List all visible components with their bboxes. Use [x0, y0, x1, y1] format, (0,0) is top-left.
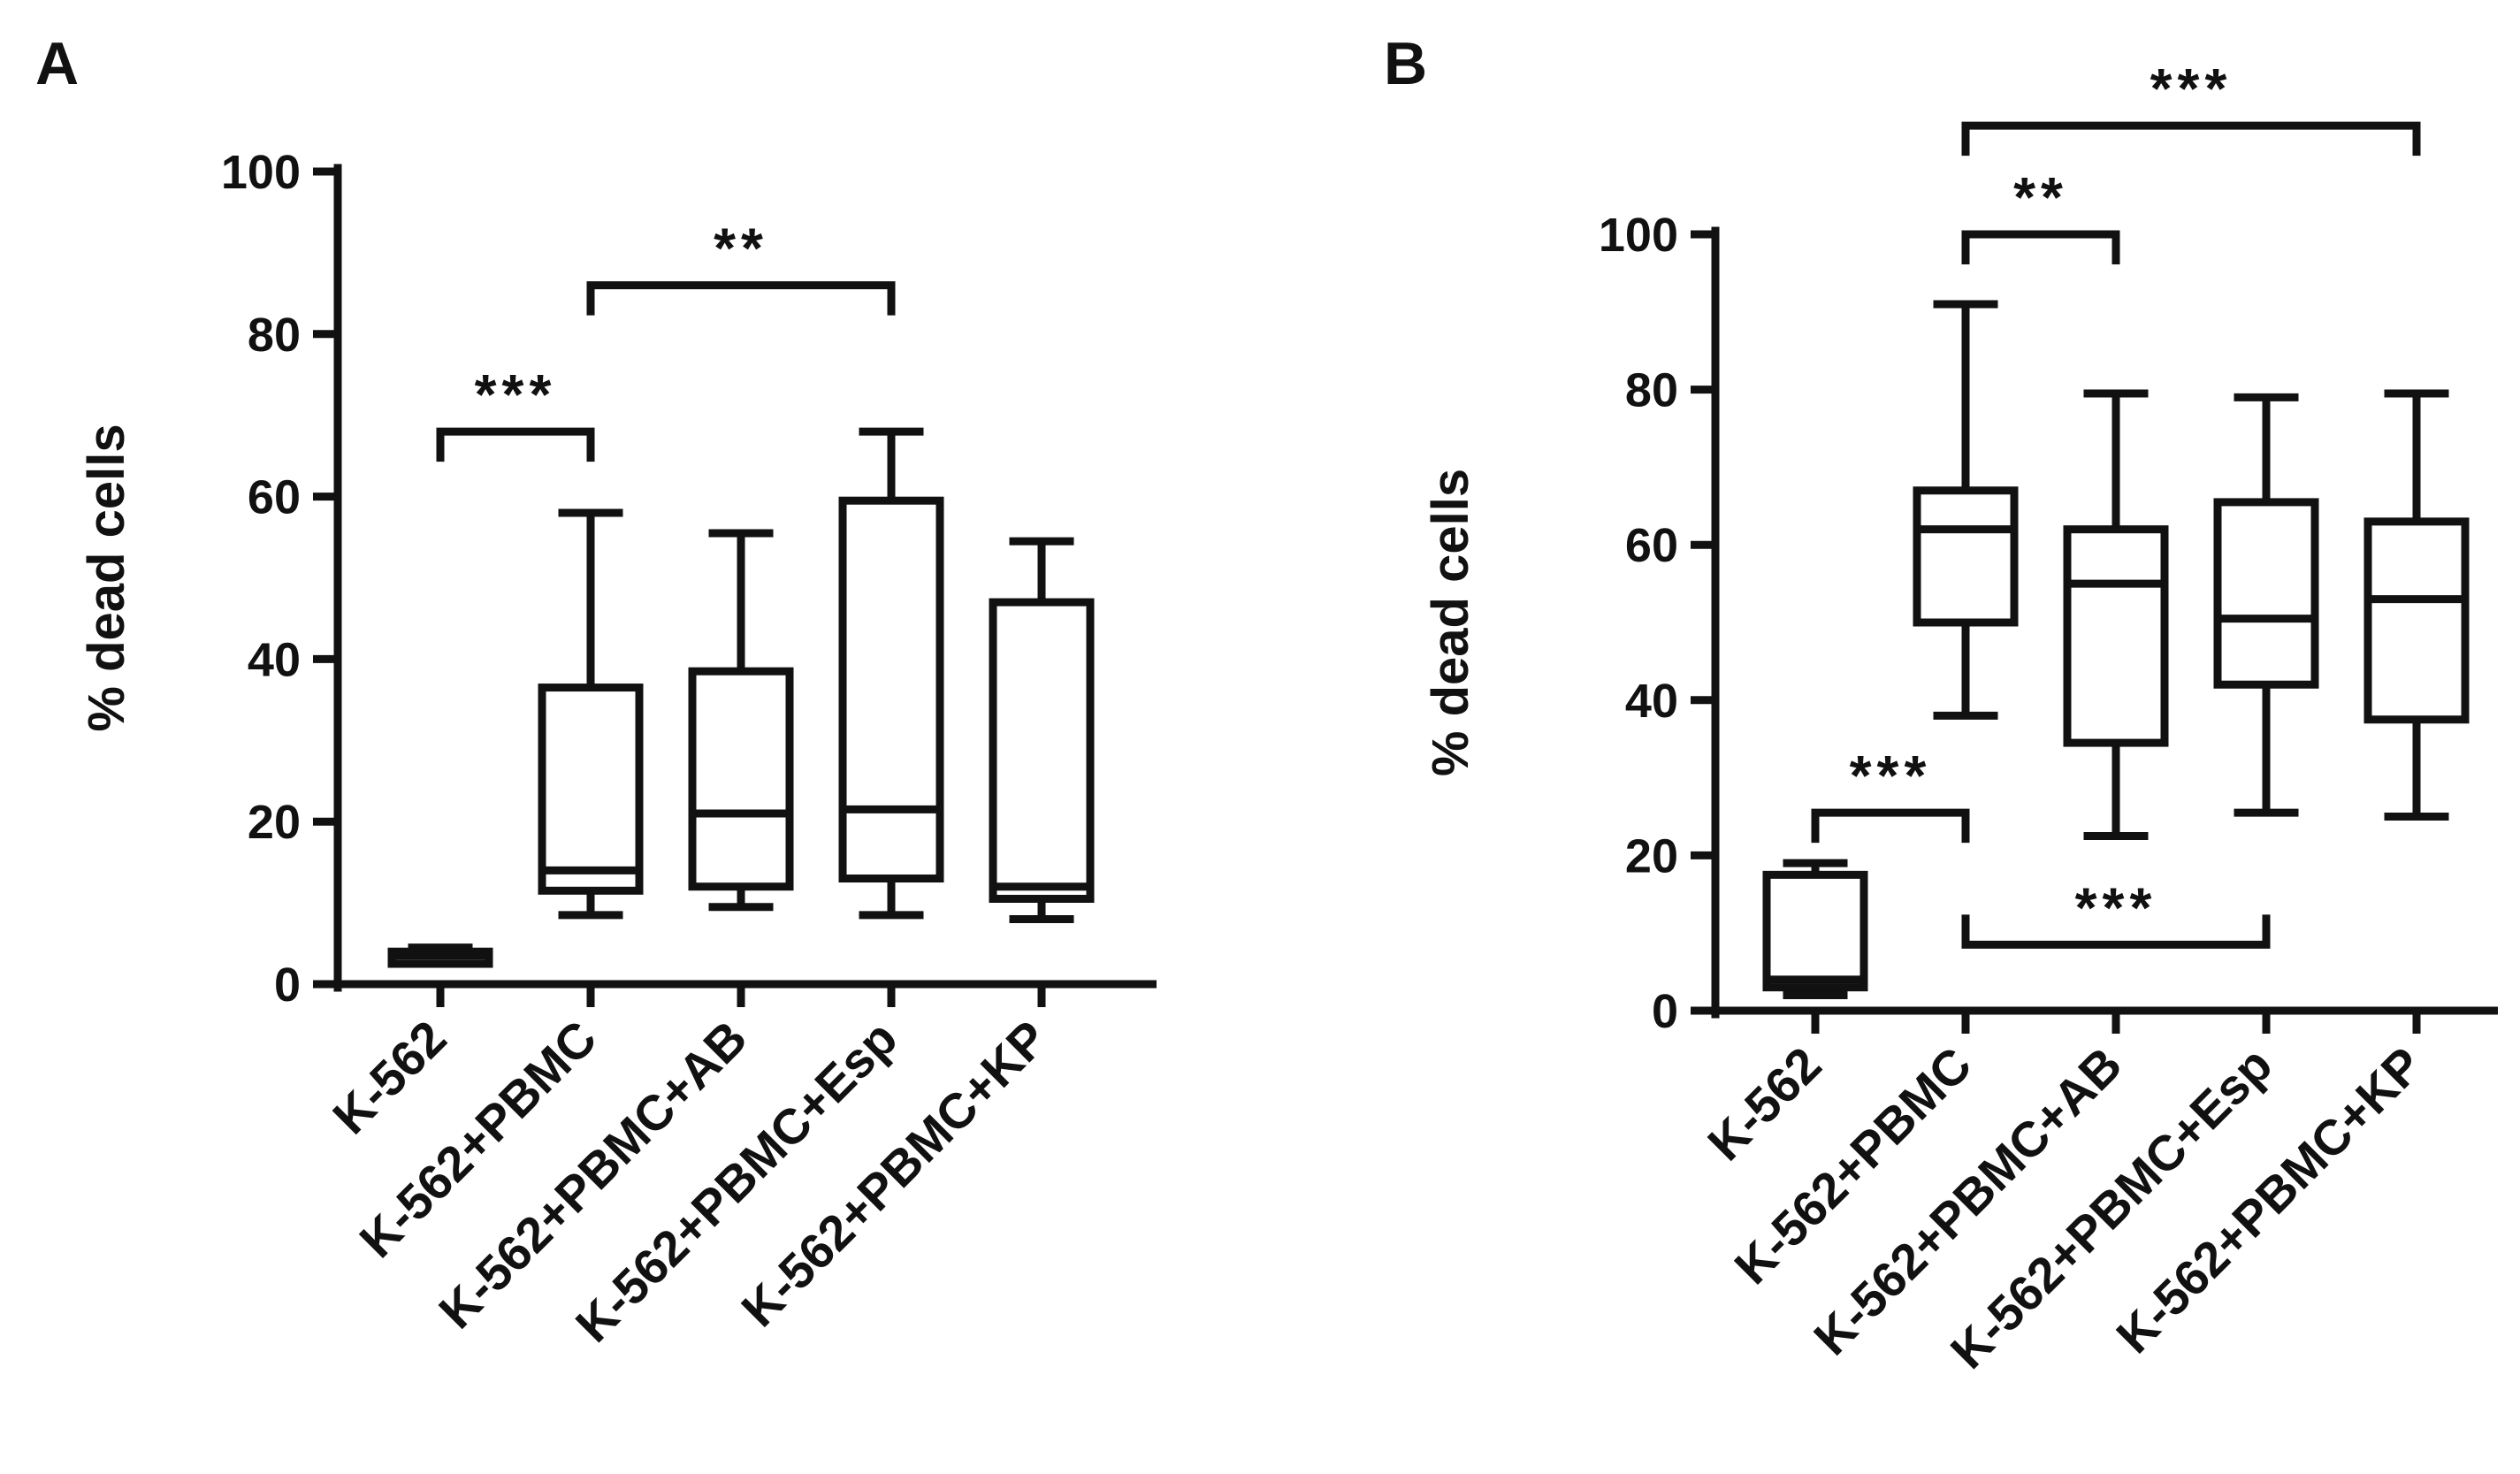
panel-b-y-tick-label: 40 [1625, 675, 1678, 728]
panel-b-box-iqr [1913, 486, 2019, 627]
panel-b-box-iqr [1762, 870, 1868, 992]
panel-b-significance-bracket [1811, 808, 1970, 844]
panel-b-significance-bracket [1961, 914, 2271, 949]
panel-a-y-tick-label: 60 [248, 471, 301, 524]
panel-a-y-tick-label: 20 [248, 796, 301, 849]
panel-a-significance-1: ** [586, 217, 896, 316]
panel-b-y-tick-label: 20 [1625, 829, 1678, 882]
panel-b-significance-0: *** [1811, 744, 1970, 844]
panel-b-box-0 [1762, 859, 1868, 999]
panel-b-y-axis-title: % dead cells [1422, 469, 1479, 776]
panel-b-box-iqr [2213, 498, 2319, 689]
panel-a-significance-label: *** [475, 363, 557, 426]
panel-b-significance-1: *** [1961, 875, 2271, 949]
panel-b-box-iqr [2363, 517, 2470, 724]
panel-a-box-iqr [538, 684, 644, 895]
panel-a-box-0 [387, 943, 493, 968]
panel-b-significance-label: *** [1850, 744, 1932, 807]
panel-a-y-tick-label: 100 [221, 146, 301, 199]
panel-a-significance-0: *** [436, 363, 595, 462]
panel-b-category-label: K-562 [1697, 1036, 1831, 1171]
panel-a-box-iqr [989, 598, 1095, 904]
panel-b-y-tick-label: 60 [1625, 519, 1678, 572]
panel-a-letter: A [35, 30, 79, 97]
panel-b-box-2 [2063, 389, 2169, 840]
panel-a-significance-bracket [586, 281, 896, 316]
panel-a-box-4 [989, 537, 1095, 923]
panel-b-box-4 [2363, 389, 2470, 821]
panel-a-y-tick-label: 0 [274, 958, 301, 1012]
panel-b-significance-label: ** [2013, 165, 2068, 229]
panel-b-significance-label: *** [2075, 875, 2157, 939]
panel-a-box-3 [838, 427, 944, 920]
panel-a-box-iqr [688, 667, 794, 891]
panel-a-significance-bracket [436, 427, 595, 462]
panel-b-significance-bracket [1961, 230, 2120, 264]
panel-a-box-iqr [838, 496, 944, 883]
panel-a-box-1 [538, 508, 644, 920]
panel-b-box-3 [2213, 393, 2319, 817]
panel-b-significance-label: *** [2150, 57, 2233, 120]
panel-b-y-tick-label: 0 [1652, 985, 1678, 1038]
panel-b-y-tick-label: 100 [1599, 209, 1678, 262]
panel-a-category-label: K-562 [322, 1010, 456, 1144]
panel-b-significance-2: ** [1961, 165, 2120, 264]
panel-b-significance-bracket [1961, 121, 2421, 157]
panel-b-box-1 [1913, 300, 2019, 720]
panel-a-y-axis-title: % dead cells [78, 424, 135, 731]
panel-a-box-2 [688, 529, 794, 912]
panel-b-y-tick-label: 80 [1625, 364, 1678, 417]
panel-b-significance-3: *** [1961, 57, 2421, 157]
panel-a-significance-label: ** [714, 217, 768, 280]
panel-b-letter: B [1384, 30, 1427, 97]
panel-b-box-iqr [2063, 525, 2169, 747]
panel-a-y-tick-label: 40 [248, 633, 301, 686]
panel-a-y-tick-label: 80 [248, 309, 301, 362]
